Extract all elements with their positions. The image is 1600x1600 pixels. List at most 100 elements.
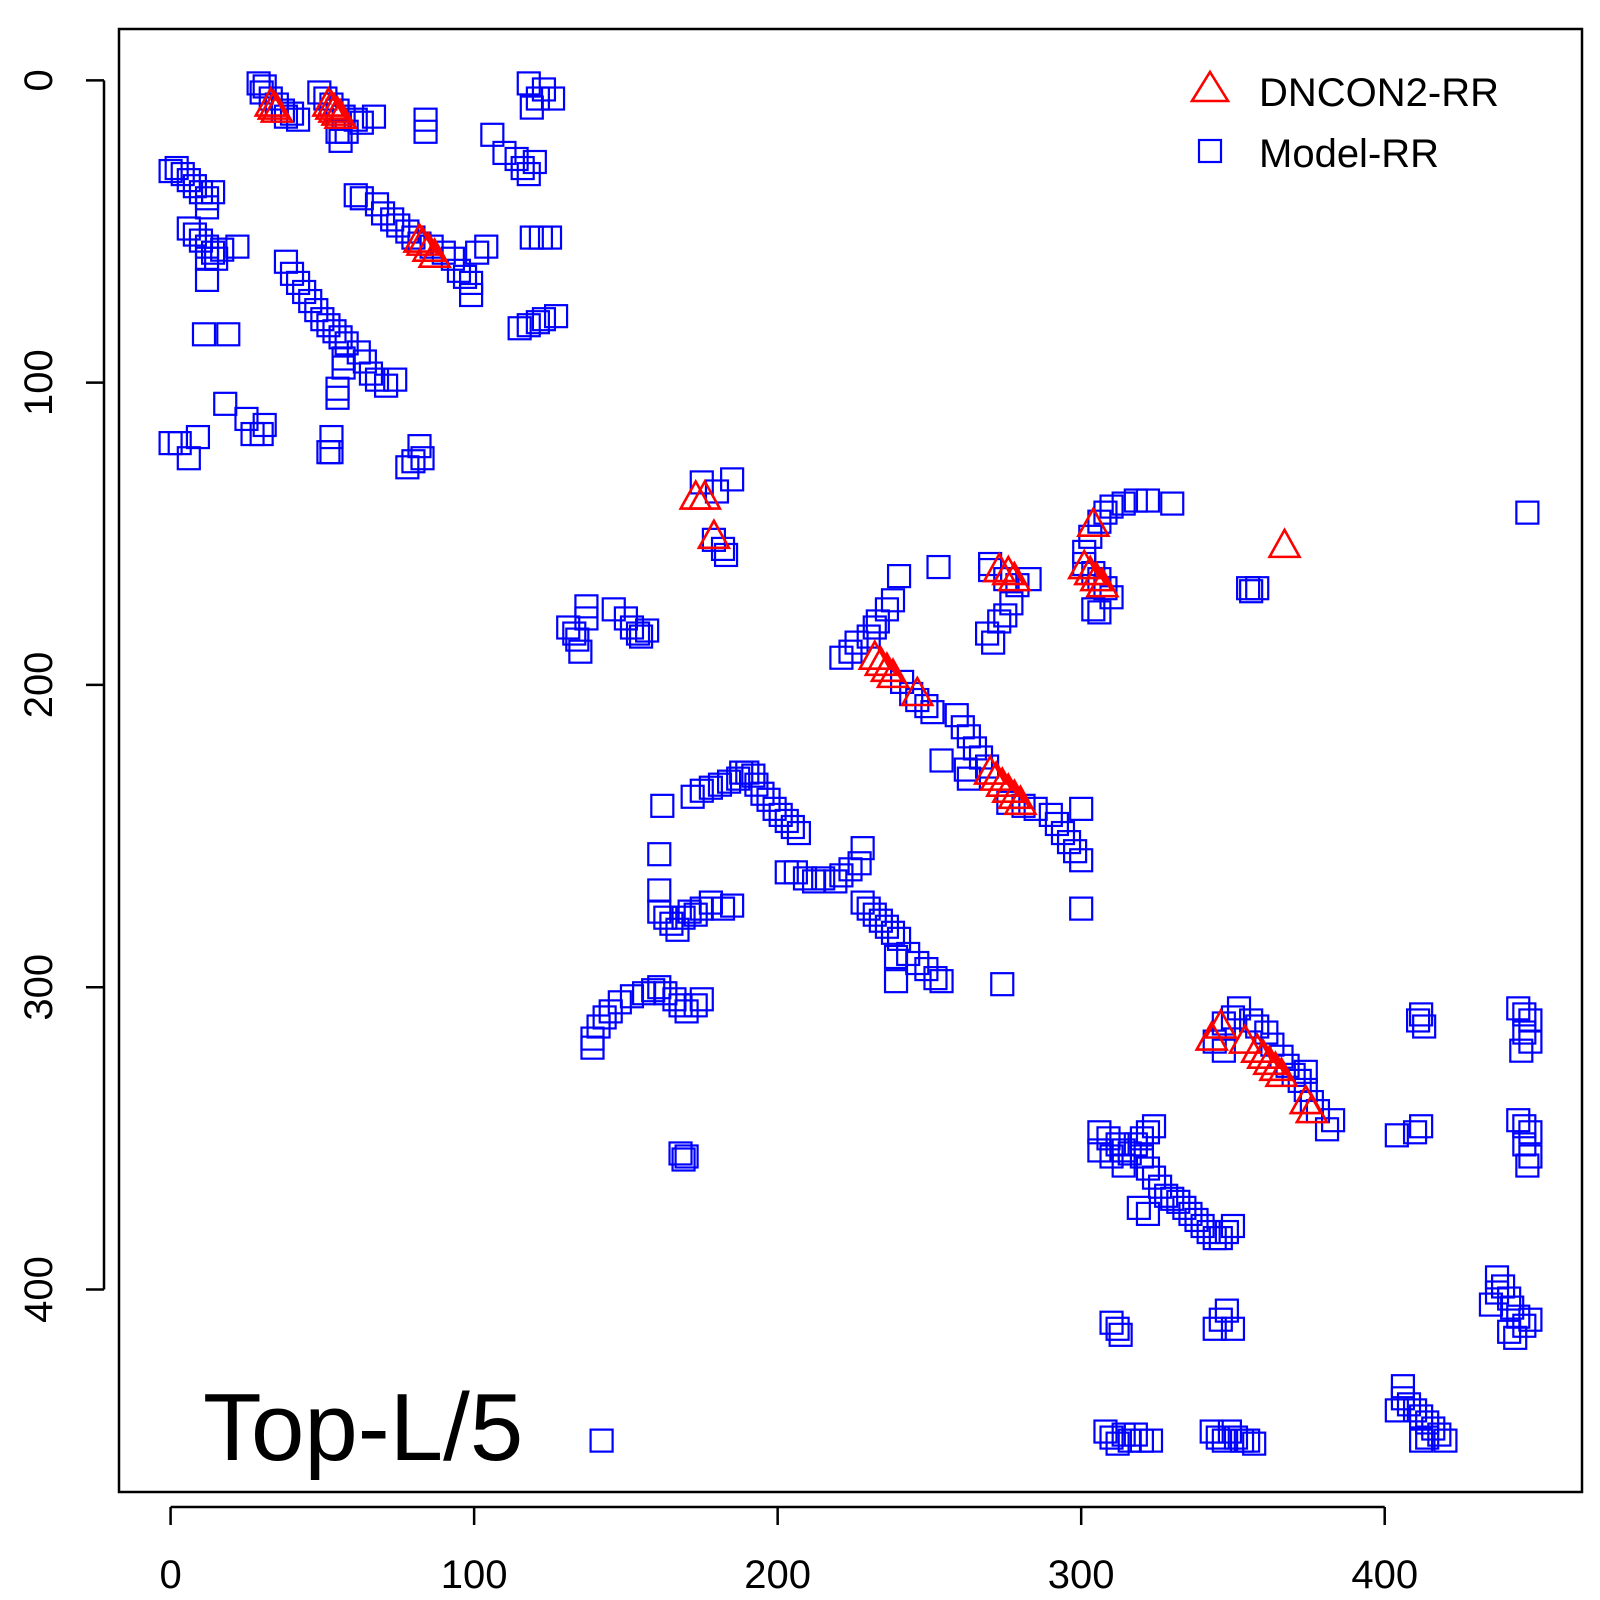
x-tick-label-3: 300 xyxy=(1048,1553,1115,1597)
point-model-rr-96 xyxy=(298,288,323,314)
point-model-rr-30 xyxy=(531,77,557,102)
point-model-rr-207 xyxy=(580,1035,605,1060)
point-model-rr-65 xyxy=(316,440,341,465)
point-model-rr-304 xyxy=(1135,1156,1161,1181)
point-model-rr-104 xyxy=(331,355,356,380)
point-model-rr-132 xyxy=(619,615,645,640)
point-model-rr-319 xyxy=(1126,1195,1151,1220)
point-model-rr-367 xyxy=(1484,1265,1510,1290)
point-model-rr-230 xyxy=(647,878,672,903)
point-model-rr-323 xyxy=(1111,1153,1136,1178)
point-model-rr-195 xyxy=(1056,830,1082,855)
point-model-rr-134 xyxy=(628,624,654,649)
point-model-rr-175 xyxy=(1081,597,1106,622)
point-dncon2-rr-13 xyxy=(687,478,723,510)
point-model-rr-192 xyxy=(1038,802,1063,828)
point-model-rr-176 xyxy=(1087,600,1112,625)
point-model-rr-270 xyxy=(905,950,930,976)
point-model-rr-346 xyxy=(1242,1431,1267,1456)
point-model-rr-87 xyxy=(507,316,532,341)
point-model-rr-302 xyxy=(1141,1114,1167,1139)
point-model-rr-238 xyxy=(726,766,751,791)
point-model-rr-41 xyxy=(200,180,226,205)
point-model-rr-31 xyxy=(540,86,566,111)
point-model-rr-82 xyxy=(465,240,490,265)
point-model-rr-125 xyxy=(562,621,587,646)
point-model-rr-21 xyxy=(413,119,438,144)
point-model-rr-53 xyxy=(216,322,241,347)
point-dncon2-rr-30 xyxy=(1073,554,1108,586)
point-model-rr-232 xyxy=(650,793,675,818)
point-model-rr-135 xyxy=(635,618,660,643)
point-model-rr-265 xyxy=(880,920,906,945)
point-model-rr-159 xyxy=(956,766,981,791)
point-model-rr-137 xyxy=(838,639,863,664)
point-model-rr-33 xyxy=(158,158,183,184)
point-model-rr-384 xyxy=(1427,1422,1452,1447)
point-model-rr-115 xyxy=(401,449,426,474)
point-dncon2-rr-17 xyxy=(869,651,905,683)
point-model-rr-314 xyxy=(1196,1219,1221,1245)
point-model-rr-136 xyxy=(829,645,854,670)
point-dncon2-rr-41 xyxy=(1258,1050,1293,1082)
point-model-rr-358 xyxy=(1509,1038,1534,1063)
x-tick-label-0: 0 xyxy=(159,1553,181,1597)
point-model-rr-51 xyxy=(225,234,250,259)
point-dncon2-rr-29 xyxy=(1067,548,1102,580)
point-model-rr-357 xyxy=(1518,1029,1543,1054)
point-model-rr-305 xyxy=(1141,1165,1167,1190)
point-model-rr-231 xyxy=(647,842,672,867)
point-model-rr-166 xyxy=(987,609,1012,634)
point-model-rr-385 xyxy=(1433,1428,1458,1453)
point-dncon2-rr-36 xyxy=(1203,1007,1239,1039)
point-model-rr-140 xyxy=(862,615,887,640)
panel-annotation: Top-L/5 xyxy=(203,1374,523,1481)
point-model-rr-15 xyxy=(328,128,353,153)
point-model-rr-133 xyxy=(625,621,651,646)
point-model-rr-179 xyxy=(1087,509,1112,534)
point-model-rr-38 xyxy=(188,180,214,205)
point-model-rr-7 xyxy=(279,101,305,126)
point-model-rr-158 xyxy=(953,757,978,782)
point-model-rr-348 xyxy=(1402,1120,1428,1145)
point-model-rr-340 xyxy=(1205,1425,1230,1450)
point-model-rr-28 xyxy=(516,71,541,96)
point-model-rr-317 xyxy=(1214,1219,1239,1245)
point-model-rr-90 xyxy=(531,307,557,332)
y-tick-label-2: 200 xyxy=(17,652,61,719)
point-model-rr-234 xyxy=(689,778,714,803)
point-model-rr-52 xyxy=(191,322,217,347)
y-tick-label-0: 0 xyxy=(17,69,61,91)
point-model-rr-223 xyxy=(671,905,696,930)
point-dncon2-rr-31 xyxy=(1079,560,1114,592)
point-model-rr-237 xyxy=(716,769,742,794)
point-model-rr-273 xyxy=(929,969,954,994)
point-model-rr-185 xyxy=(1160,491,1185,516)
point-model-rr-188 xyxy=(1239,579,1264,604)
point-model-rr-48 xyxy=(194,267,220,292)
point-dncon2-rr-25 xyxy=(985,766,1020,797)
point-model-rr-387 xyxy=(1409,1428,1434,1453)
point-model-rr-105 xyxy=(325,376,350,401)
point-model-rr-386 xyxy=(1415,1425,1440,1450)
point-dncon2-rr-10 xyxy=(411,230,446,262)
point-model-rr-22 xyxy=(480,122,505,147)
x-tick-label-2: 200 xyxy=(744,1553,811,1597)
point-dncon2-rr-39 xyxy=(1246,1038,1281,1070)
point-model-rr-111 xyxy=(374,373,399,398)
point-model-rr-291 xyxy=(1293,1059,1318,1084)
point-model-rr-168 xyxy=(999,591,1024,616)
point-model-rr-374 xyxy=(1497,1319,1522,1344)
point-model-rr-60 xyxy=(167,431,192,456)
point-model-rr-343 xyxy=(1223,1425,1249,1450)
point-model-rr-349 xyxy=(1409,1114,1434,1139)
point-model-rr-212 xyxy=(607,990,632,1015)
point-dncon2-rr-44 xyxy=(1294,1092,1330,1124)
point-model-rr-249 xyxy=(786,820,812,846)
point-model-rr-345 xyxy=(1236,1428,1261,1453)
point-model-rr-196 xyxy=(1063,839,1088,864)
point-model-rr-0 xyxy=(246,71,271,96)
point-model-rr-214 xyxy=(632,981,657,1006)
point-dncon2-rr-37 xyxy=(1227,1022,1263,1054)
point-model-rr-218 xyxy=(674,1144,699,1169)
